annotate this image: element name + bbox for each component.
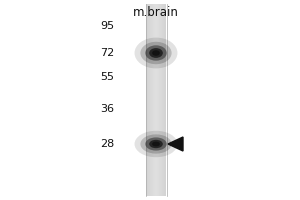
Text: 72: 72 xyxy=(100,48,114,58)
Bar xyxy=(163,4,164,196)
Ellipse shape xyxy=(152,50,160,56)
Text: 36: 36 xyxy=(100,104,114,114)
Bar xyxy=(166,4,167,196)
Bar xyxy=(151,4,152,196)
Bar xyxy=(148,4,149,196)
Ellipse shape xyxy=(152,142,160,146)
Bar xyxy=(146,4,147,196)
Ellipse shape xyxy=(135,38,178,68)
Ellipse shape xyxy=(145,45,167,61)
Bar xyxy=(150,4,151,196)
Bar xyxy=(159,4,160,196)
Bar xyxy=(152,4,153,196)
Polygon shape xyxy=(168,137,183,151)
Bar xyxy=(146,4,148,196)
Bar xyxy=(155,4,156,196)
Bar xyxy=(154,4,155,196)
Text: 28: 28 xyxy=(100,139,114,149)
Ellipse shape xyxy=(149,48,163,58)
Bar xyxy=(162,4,163,196)
Ellipse shape xyxy=(149,140,163,148)
Bar xyxy=(157,4,158,196)
Text: m.brain: m.brain xyxy=(133,6,179,19)
Ellipse shape xyxy=(145,137,167,151)
Text: 55: 55 xyxy=(100,72,114,82)
Bar xyxy=(164,4,166,196)
Bar xyxy=(161,4,162,196)
Ellipse shape xyxy=(140,42,172,64)
Bar xyxy=(149,4,150,196)
Ellipse shape xyxy=(140,134,172,154)
Bar xyxy=(153,4,154,196)
Text: 95: 95 xyxy=(100,21,114,31)
Bar xyxy=(156,4,157,196)
Bar xyxy=(158,4,159,196)
Ellipse shape xyxy=(135,131,178,157)
Bar xyxy=(160,4,161,196)
